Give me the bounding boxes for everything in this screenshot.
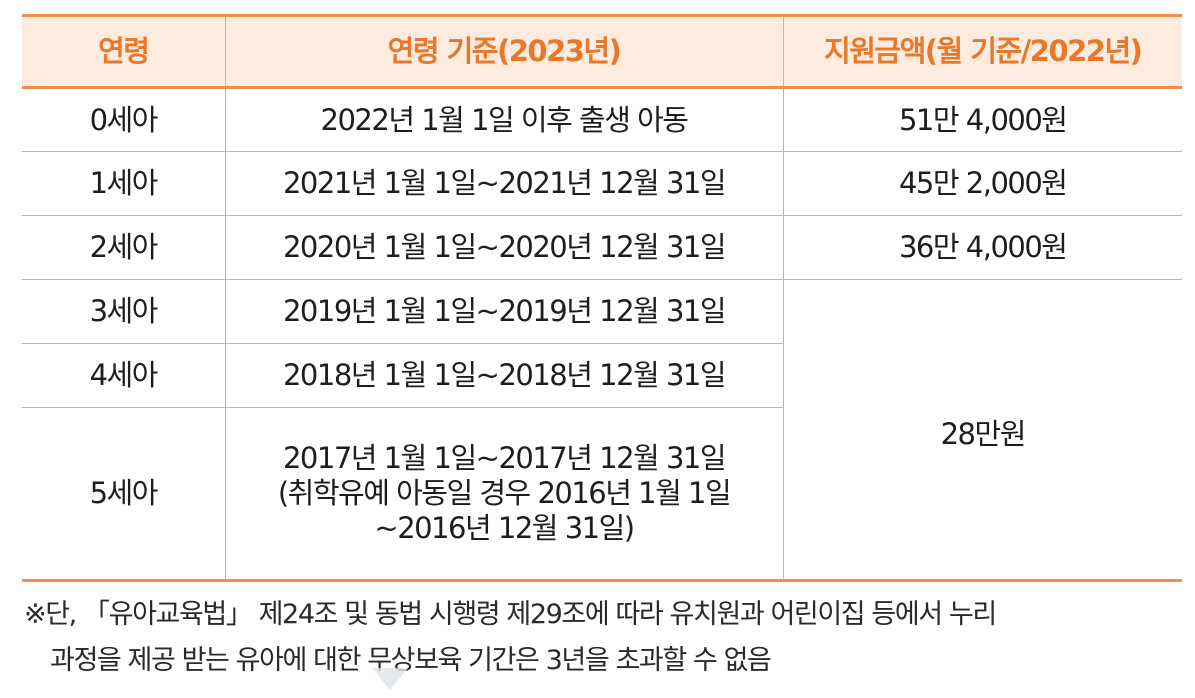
footnote: ※단, 「유아교육법」 제24조 및 동법 시행령 제29조에 따라 유치원과 … <box>24 592 1184 684</box>
age-cell: 1세아 <box>22 151 225 216</box>
merged-amount-cell: 28만원 <box>782 279 1182 582</box>
range-cell: 2018년 1월 1일~2018년 12월 31일 <box>224 343 783 408</box>
age-cell: 4세아 <box>22 343 225 408</box>
table-row: 4세아 2018년 1월 1일~2018년 12월 31일 <box>22 343 1182 408</box>
support-table-container: 연령 연령 기준(2023년) 지원금액(월 기준/2022년) 0세아 202… <box>22 14 1182 582</box>
range-line: (취학유예 아동일 경우 2016년 1월 1일 <box>277 476 732 511</box>
footnote-line-2: 과정을 제공 받는 유아에 대한 무상보육 기간은 3년을 초과할 수 없음 <box>50 645 772 676</box>
range-cell: 2021년 1월 1일~2021년 12월 31일 <box>224 151 783 216</box>
table-row: 2세아 2020년 1월 1일~2020년 12월 31일 36만 4,000원 <box>22 215 1182 280</box>
range-cell: 2020년 1월 1일~2020년 12월 31일 <box>224 215 783 280</box>
table-row: 1세아 2021년 1월 1일~2021년 12월 31일 45만 2,000원 <box>22 151 1182 216</box>
table-row: 5세아 2017년 1월 1일~2017년 12월 31일 (취학유예 아동일 … <box>22 407 1182 582</box>
range-line: ~2016년 12월 31일) <box>374 510 635 545</box>
header-support-amount: 지원금액(월 기준/2022년) <box>782 14 1182 89</box>
header-age: 연령 <box>22 14 225 89</box>
range-line: 2017년 1월 1일~2017년 12월 31일 <box>282 441 727 476</box>
header-age-criteria: 연령 기준(2023년) <box>224 14 783 89</box>
age-cell: 0세아 <box>22 87 225 152</box>
range-cell: 2019년 1월 1일~2019년 12월 31일 <box>224 279 783 344</box>
table-row: 0세아 2022년 1월 1일 이후 출생 아동 51만 4,000원 <box>22 87 1182 152</box>
age-cell: 2세아 <box>22 215 225 280</box>
childcare-support-table: 연령 연령 기준(2023년) 지원금액(월 기준/2022년) 0세아 202… <box>22 14 1182 582</box>
range-cell: 2017년 1월 1일~2017년 12월 31일 (취학유예 아동일 경우 2… <box>224 407 783 582</box>
table-header-row: 연령 연령 기준(2023년) 지원금액(월 기준/2022년) <box>22 14 1182 89</box>
amount-cell: 45만 2,000원 <box>782 151 1182 216</box>
amount-cell: 51만 4,000원 <box>782 87 1182 152</box>
age-cell: 5세아 <box>22 407 225 582</box>
amount-cell: 36만 4,000원 <box>782 215 1182 280</box>
down-arrow-icon <box>372 668 408 690</box>
range-cell: 2022년 1월 1일 이후 출생 아동 <box>224 87 783 152</box>
table-row: 3세아 2019년 1월 1일~2019년 12월 31일 28만원 <box>22 279 1182 582</box>
age-cell: 3세아 <box>22 279 225 344</box>
footnote-line-1: ※단, 「유아교육법」 제24조 및 동법 시행령 제29조에 따라 유치원과 … <box>24 599 997 630</box>
